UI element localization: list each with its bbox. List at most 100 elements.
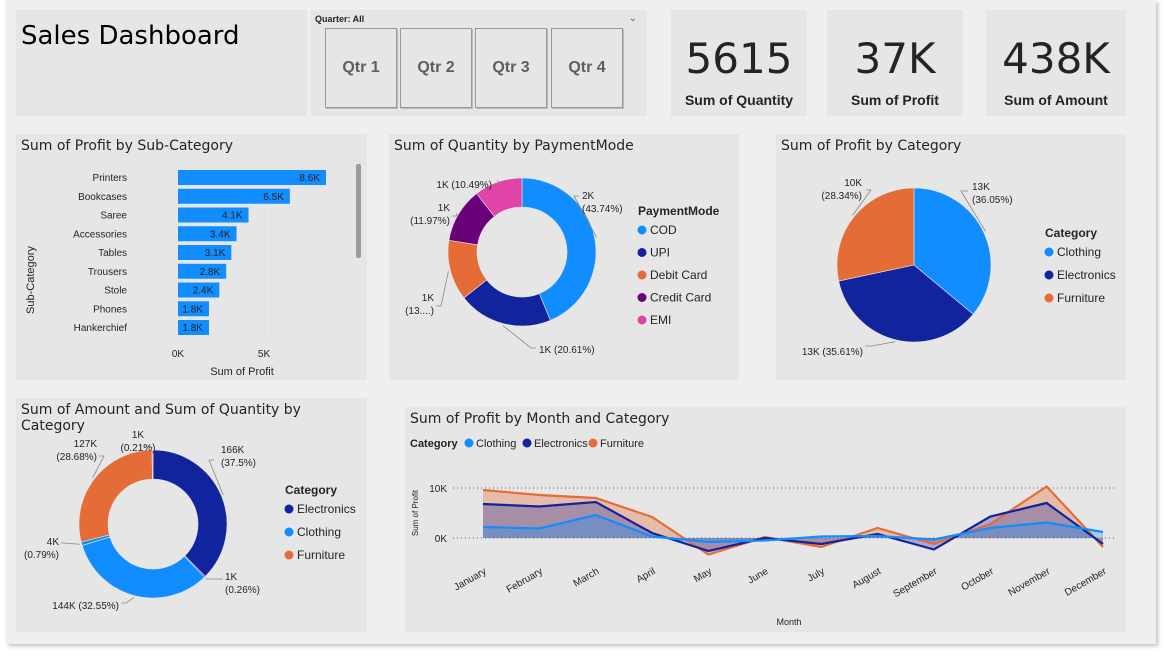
data-label: 2.8K [200, 267, 221, 278]
data-label: 2.4K [193, 286, 214, 297]
bar [178, 320, 209, 335]
data-label: 8.6K [299, 173, 320, 184]
card-profit-value: 37K [854, 34, 936, 83]
data-label: 3.1K [205, 248, 226, 259]
title-tile: Sales Dashboard [16, 10, 307, 116]
legend-title: Category [285, 483, 337, 497]
x-tick-label: March [572, 566, 602, 589]
legend-marker [284, 550, 294, 560]
card-profit-label: Sum of Profit [851, 92, 939, 108]
leader-line [865, 341, 896, 347]
legend-item: Furniture [1057, 291, 1105, 305]
chevron-down-icon[interactable]: ⌄ [628, 13, 637, 24]
data-label: 1K [422, 293, 435, 304]
legend-item: UPI [650, 246, 670, 260]
chart-title: Sum of Quantity by PaymentMode [394, 138, 634, 154]
slicer-button-qtr4[interactable]: Qtr 4 [551, 28, 623, 108]
x-tick-label: February [505, 566, 545, 596]
slicer-header: Quarter: All [315, 14, 365, 24]
category-label: Stole [104, 286, 127, 297]
data-label: 1K [132, 430, 145, 441]
slicer-button-qtr3[interactable]: Qtr 3 [475, 28, 547, 108]
leader-line [61, 542, 80, 545]
legend-marker [637, 270, 647, 280]
legend-marker [464, 438, 474, 448]
profit-by-category-chart[interactable]: Sum of Profit by Category 13K (36.05%) 13K… [776, 134, 1126, 380]
amount-by-category-chart[interactable]: Sum of Amount and Sum of Quantity by Cat… [16, 398, 367, 632]
data-label: (28.34%) [821, 191, 862, 202]
x-axis-title: Month [776, 617, 801, 627]
legend-marker [637, 315, 647, 325]
x-tick-label: May [692, 566, 714, 585]
area-fill [483, 515, 1103, 542]
y-axis-title: Sub-Category [25, 246, 37, 314]
pie-slice [81, 536, 205, 599]
legend-item: Debit Card [650, 268, 707, 282]
card-quantity-value: 5615 [685, 34, 793, 83]
legend-item: EMI [650, 313, 671, 327]
series-line [482, 500, 1104, 553]
data-label: 2K [582, 191, 595, 202]
card-profit: 37K Sum of Profit [827, 10, 963, 116]
leader-line [852, 189, 872, 216]
category-label: Bookcases [78, 192, 127, 203]
page-title: Sales Dashboard [21, 21, 240, 51]
legend-marker [284, 527, 294, 537]
data-label: (0.21%) [120, 443, 155, 454]
legend-item: Furniture [600, 438, 644, 450]
x-tick-label: January [452, 566, 488, 593]
profit-by-month-chart[interactable]: Sum of Profit by Month and Category Cate… [405, 407, 1126, 632]
quantity-by-paymentmode-chart[interactable]: Sum of Quantity by PaymentMode 2K (43.74%… [389, 134, 739, 380]
report-canvas: Sales Dashboard Quarter: All ⌄ Qtr 1 Qtr… [6, 0, 1156, 644]
bar [178, 263, 227, 279]
data-label: 1.8K [182, 304, 203, 315]
chart-title: Sum of Amount and Sum of Quantity by Cat… [21, 402, 301, 434]
legend-marker [1044, 293, 1054, 303]
legend-marker [588, 438, 598, 448]
data-label: 4.1K [222, 211, 243, 222]
leader-line [92, 455, 105, 478]
x-axis-title: Sum of Profit [210, 366, 274, 378]
slicer-button-qtr2[interactable]: Qtr 2 [400, 28, 472, 108]
data-label: (36.05%) [972, 195, 1013, 206]
card-quantity-label: Sum of Quantity [684, 92, 794, 108]
x-tick-label: November [1007, 566, 1053, 599]
leader-line [205, 578, 223, 580]
pie-slice [838, 264, 974, 343]
amount-donut-svg: 166K (37.5%) 1K (0.26%) 144K (32.55%) 4K (0.79… [24, 430, 356, 612]
category-label: Phones [93, 304, 127, 315]
leader-line [573, 195, 597, 238]
pie-slice [151, 449, 154, 480]
pie-slice [836, 187, 915, 282]
legend-marker [637, 225, 647, 235]
category-label: Hankerchief [74, 323, 128, 334]
card-amount-label: Sum of Amount [1004, 92, 1108, 108]
bar [178, 245, 232, 260]
leader-line [121, 597, 135, 604]
legend-marker [637, 248, 647, 257]
category-label: Printers [93, 173, 127, 184]
category-label: Accessories [73, 229, 127, 240]
data-label: 4K [47, 537, 60, 548]
legend-item: Electronics [1057, 268, 1116, 282]
category-label: Saree [100, 211, 127, 222]
profit-by-subcategory-chart[interactable]: Sum of Profit by Sub-Category Sub-Catego… [16, 134, 367, 380]
legend-marker [1044, 270, 1054, 280]
bar [178, 301, 209, 317]
data-label: 3.4K [210, 229, 231, 240]
x-tick-label: July [806, 566, 827, 584]
x-tick-label: June [746, 566, 771, 587]
legend-item: Clothing [297, 525, 341, 539]
data-label: 6.5K [263, 192, 284, 203]
x-tick-label: September [892, 566, 940, 600]
data-label: (37.5%) [221, 458, 256, 469]
bar [178, 170, 326, 185]
data-label: 1K [225, 572, 238, 583]
pie-slice [476, 177, 523, 217]
data-label: 1K (10.49%) [436, 180, 492, 191]
leader-line [208, 459, 224, 496]
data-label: (13....) [405, 306, 434, 317]
legend-item: Credit Card [650, 291, 711, 305]
slicer-button-qtr1[interactable]: Qtr 1 [325, 28, 397, 108]
category-pie-svg: 13K (36.05%) 13K (35.61%) 10K (28.34%) Catego… [802, 178, 1116, 358]
